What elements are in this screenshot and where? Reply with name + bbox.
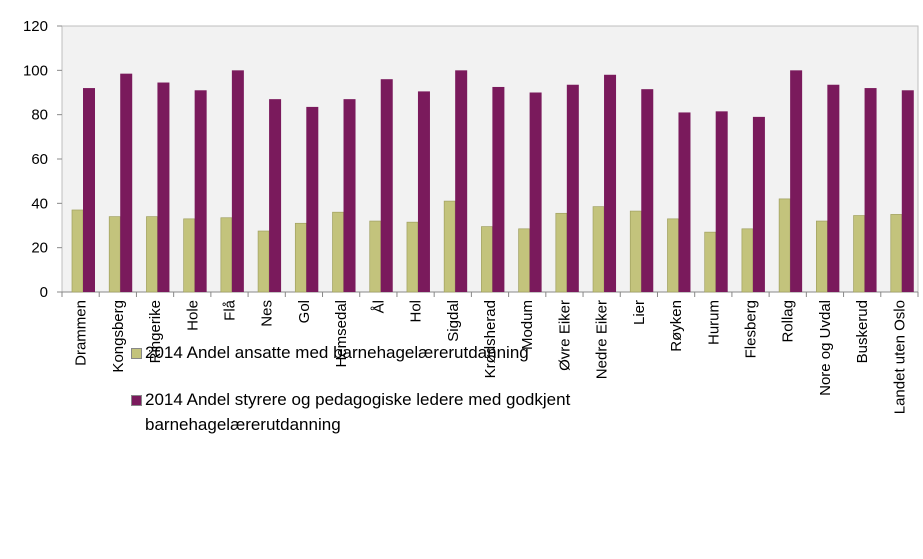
bar xyxy=(257,230,270,293)
bar xyxy=(704,231,717,293)
x-tick-label: Sigdal xyxy=(445,300,462,342)
y-tick-label: 60 xyxy=(31,151,48,168)
x-tick-label: Flå xyxy=(221,299,238,320)
y-tick-label: 0 xyxy=(40,284,48,301)
bar xyxy=(231,70,244,292)
bar xyxy=(71,209,84,293)
legend-label: 2014 Andel ansatte med barnehagelærerutd… xyxy=(145,343,529,362)
bar xyxy=(269,99,282,293)
bar xyxy=(294,222,307,293)
x-tick-label: Lier xyxy=(631,300,648,325)
bar xyxy=(183,218,196,293)
x-tick-label: Gol xyxy=(296,300,313,323)
x-tick-label: Buskerud xyxy=(854,300,871,363)
bar xyxy=(369,220,382,293)
legend-item: 2014 Andel ansatte med barnehagelærerutd… xyxy=(131,340,651,365)
bar xyxy=(604,74,617,293)
bar xyxy=(220,217,233,293)
bar xyxy=(481,226,493,293)
bar xyxy=(592,206,605,293)
bar xyxy=(108,216,121,293)
bar xyxy=(901,90,914,293)
x-tick-label: Hol xyxy=(408,300,425,323)
x-tick-label: Hole xyxy=(184,300,201,331)
bar xyxy=(332,211,344,293)
bar xyxy=(455,70,468,292)
bar xyxy=(853,215,865,293)
bar xyxy=(83,88,95,292)
x-tick-label: Rollag xyxy=(780,300,797,343)
x-tick-label: Ringerike xyxy=(147,300,164,363)
y-tick-label: 20 xyxy=(31,240,48,257)
bar xyxy=(380,79,393,292)
y-tick-label: 40 xyxy=(31,195,48,212)
legend-swatch xyxy=(131,348,142,359)
x-tick-label: Krødsherad xyxy=(482,300,499,378)
x-tick-label: Drammen xyxy=(73,300,90,366)
x-tick-label: Røyken xyxy=(668,300,685,352)
bar xyxy=(890,214,903,293)
y-tick-label: 100 xyxy=(23,62,48,79)
bar xyxy=(678,112,691,292)
bar xyxy=(752,116,765,292)
bar xyxy=(518,228,530,293)
bar xyxy=(417,91,430,293)
x-tick-label: Flesberg xyxy=(743,300,760,358)
legend: 2014 Andel ansatte med barnehagelærerutd… xyxy=(131,340,651,459)
bar xyxy=(715,111,728,292)
bar xyxy=(443,200,456,293)
y-tick-label: 120 xyxy=(23,18,48,35)
bar xyxy=(741,228,754,293)
y-tick-label: 80 xyxy=(31,107,48,124)
bar xyxy=(194,90,207,293)
bar xyxy=(778,198,791,293)
x-tick-label: Øvre Eiker xyxy=(556,300,573,371)
legend-label: 2014 Andel styrere og pedagogiske ledere… xyxy=(145,390,571,434)
x-tick-label: Hurum xyxy=(705,300,722,345)
bar xyxy=(157,82,170,293)
bar xyxy=(529,92,542,292)
bar xyxy=(629,210,642,293)
bar xyxy=(667,218,679,293)
bar xyxy=(343,99,356,293)
x-tick-label: Modum xyxy=(519,300,536,350)
bar xyxy=(790,70,803,292)
bar xyxy=(555,212,568,293)
legend-item: 2014 Andel styrere og pedagogiske ledere… xyxy=(131,387,651,437)
bar xyxy=(306,106,319,293)
x-tick-label: Nes xyxy=(259,300,276,327)
x-tick-label: Nedre Eiker xyxy=(594,300,611,379)
bar xyxy=(492,86,505,292)
bar xyxy=(827,84,840,292)
x-tick-label: Kongsberg xyxy=(110,300,127,373)
bar xyxy=(566,84,579,292)
x-tick-label: Nore og Uvdal xyxy=(817,300,834,396)
bar xyxy=(864,88,877,292)
bar xyxy=(641,89,654,292)
x-tick-label: Landet uten Oslo xyxy=(891,300,908,414)
bar xyxy=(120,73,133,293)
bar xyxy=(815,220,828,293)
legend-swatch xyxy=(131,395,142,406)
bar xyxy=(406,221,419,293)
x-tick-label: Ål xyxy=(370,300,387,313)
bar xyxy=(146,216,158,293)
x-tick-label: Hemsedal xyxy=(333,300,350,368)
